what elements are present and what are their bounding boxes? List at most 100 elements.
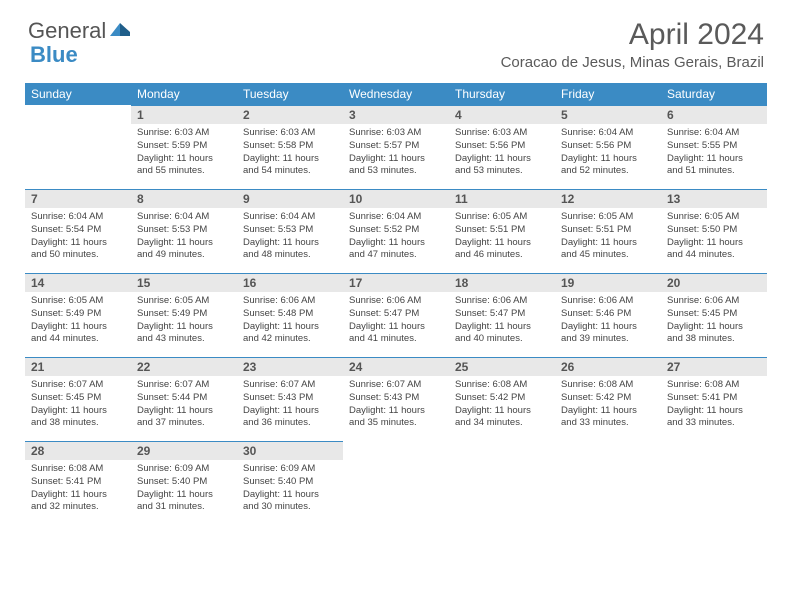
day-details: Sunrise: 6:03 AMSunset: 5:59 PMDaylight:… xyxy=(131,124,237,182)
day-details: Sunrise: 6:07 AMSunset: 5:43 PMDaylight:… xyxy=(237,376,343,434)
sunrise-line: Sunrise: 6:06 AM xyxy=(349,295,443,308)
daylight-line: Daylight: 11 hours xyxy=(561,405,655,418)
sunrise-line: Sunrise: 6:03 AM xyxy=(349,127,443,140)
day-details: Sunrise: 6:08 AMSunset: 5:42 PMDaylight:… xyxy=(555,376,661,434)
sunrise-line: Sunrise: 6:03 AM xyxy=(455,127,549,140)
daylight-line2: and 50 minutes. xyxy=(31,249,125,262)
day-number: 14 xyxy=(25,273,131,292)
calendar-day-cell xyxy=(343,441,449,525)
calendar-day-cell: 17Sunrise: 6:06 AMSunset: 5:47 PMDayligh… xyxy=(343,273,449,357)
day-details: Sunrise: 6:04 AMSunset: 5:53 PMDaylight:… xyxy=(131,208,237,266)
daylight-line: Daylight: 11 hours xyxy=(667,321,761,334)
daylight-line: Daylight: 11 hours xyxy=(31,321,125,334)
daylight-line2: and 43 minutes. xyxy=(137,333,231,346)
daylight-line2: and 53 minutes. xyxy=(455,165,549,178)
sunset-line: Sunset: 5:47 PM xyxy=(455,308,549,321)
calendar-day-cell: 4Sunrise: 6:03 AMSunset: 5:56 PMDaylight… xyxy=(449,105,555,189)
calendar-day-cell: 10Sunrise: 6:04 AMSunset: 5:52 PMDayligh… xyxy=(343,189,449,273)
daylight-line: Daylight: 11 hours xyxy=(667,237,761,250)
daylight-line: Daylight: 11 hours xyxy=(243,321,337,334)
day-details: Sunrise: 6:06 AMSunset: 5:47 PMDaylight:… xyxy=(449,292,555,350)
sunset-line: Sunset: 5:57 PM xyxy=(349,140,443,153)
daylight-line2: and 38 minutes. xyxy=(31,417,125,430)
daylight-line: Daylight: 11 hours xyxy=(243,153,337,166)
day-number: 6 xyxy=(661,105,767,124)
sunset-line: Sunset: 5:52 PM xyxy=(349,224,443,237)
day-number: 11 xyxy=(449,189,555,208)
calendar-day-cell: 16Sunrise: 6:06 AMSunset: 5:48 PMDayligh… xyxy=(237,273,343,357)
day-number: 13 xyxy=(661,189,767,208)
sunset-line: Sunset: 5:45 PM xyxy=(31,392,125,405)
day-number: 21 xyxy=(25,357,131,376)
day-number: 24 xyxy=(343,357,449,376)
daylight-line: Daylight: 11 hours xyxy=(137,489,231,502)
day-number: 5 xyxy=(555,105,661,124)
sunset-line: Sunset: 5:47 PM xyxy=(349,308,443,321)
daylight-line: Daylight: 11 hours xyxy=(561,321,655,334)
sunrise-line: Sunrise: 6:07 AM xyxy=(137,379,231,392)
day-number: 10 xyxy=(343,189,449,208)
day-details: Sunrise: 6:07 AMSunset: 5:45 PMDaylight:… xyxy=(25,376,131,434)
daylight-line: Daylight: 11 hours xyxy=(561,237,655,250)
day-details: Sunrise: 6:04 AMSunset: 5:54 PMDaylight:… xyxy=(25,208,131,266)
day-details: Sunrise: 6:04 AMSunset: 5:53 PMDaylight:… xyxy=(237,208,343,266)
day-details: Sunrise: 6:09 AMSunset: 5:40 PMDaylight:… xyxy=(131,460,237,518)
day-details: Sunrise: 6:08 AMSunset: 5:42 PMDaylight:… xyxy=(449,376,555,434)
sunrise-line: Sunrise: 6:05 AM xyxy=(561,211,655,224)
daylight-line: Daylight: 11 hours xyxy=(243,489,337,502)
sunset-line: Sunset: 5:50 PM xyxy=(667,224,761,237)
daylight-line2: and 54 minutes. xyxy=(243,165,337,178)
day-number: 27 xyxy=(661,357,767,376)
daylight-line2: and 49 minutes. xyxy=(137,249,231,262)
day-number: 16 xyxy=(237,273,343,292)
daylight-line2: and 52 minutes. xyxy=(561,165,655,178)
calendar-day-cell: 18Sunrise: 6:06 AMSunset: 5:47 PMDayligh… xyxy=(449,273,555,357)
day-details: Sunrise: 6:05 AMSunset: 5:50 PMDaylight:… xyxy=(661,208,767,266)
daylight-line2: and 53 minutes. xyxy=(349,165,443,178)
calendar-day-cell: 15Sunrise: 6:05 AMSunset: 5:49 PMDayligh… xyxy=(131,273,237,357)
daylight-line2: and 35 minutes. xyxy=(349,417,443,430)
weekday-header: Thursday xyxy=(449,83,555,105)
daylight-line: Daylight: 11 hours xyxy=(561,153,655,166)
calendar-day-cell: 1Sunrise: 6:03 AMSunset: 5:59 PMDaylight… xyxy=(131,105,237,189)
calendar-day-cell: 19Sunrise: 6:06 AMSunset: 5:46 PMDayligh… xyxy=(555,273,661,357)
weekday-header: Tuesday xyxy=(237,83,343,105)
day-number: 15 xyxy=(131,273,237,292)
day-number: 28 xyxy=(25,441,131,460)
sunset-line: Sunset: 5:49 PM xyxy=(31,308,125,321)
day-details: Sunrise: 6:06 AMSunset: 5:48 PMDaylight:… xyxy=(237,292,343,350)
calendar-day-cell: 23Sunrise: 6:07 AMSunset: 5:43 PMDayligh… xyxy=(237,357,343,441)
calendar-day-cell xyxy=(449,441,555,525)
calendar-week-row: 28Sunrise: 6:08 AMSunset: 5:41 PMDayligh… xyxy=(25,441,767,525)
day-details: Sunrise: 6:05 AMSunset: 5:49 PMDaylight:… xyxy=(25,292,131,350)
sunrise-line: Sunrise: 6:07 AM xyxy=(349,379,443,392)
logo-mark-icon xyxy=(110,20,132,43)
sunrise-line: Sunrise: 6:08 AM xyxy=(455,379,549,392)
sunrise-line: Sunrise: 6:04 AM xyxy=(667,127,761,140)
day-details: Sunrise: 6:04 AMSunset: 5:55 PMDaylight:… xyxy=(661,124,767,182)
daylight-line2: and 32 minutes. xyxy=(31,501,125,514)
day-number: 29 xyxy=(131,441,237,460)
day-number: 4 xyxy=(449,105,555,124)
daylight-line: Daylight: 11 hours xyxy=(137,405,231,418)
daylight-line2: and 45 minutes. xyxy=(561,249,655,262)
daylight-line: Daylight: 11 hours xyxy=(455,321,549,334)
daylight-line2: and 33 minutes. xyxy=(667,417,761,430)
sunset-line: Sunset: 5:41 PM xyxy=(31,476,125,489)
day-number: 26 xyxy=(555,357,661,376)
calendar-day-cell: 30Sunrise: 6:09 AMSunset: 5:40 PMDayligh… xyxy=(237,441,343,525)
calendar-week-row: 21Sunrise: 6:07 AMSunset: 5:45 PMDayligh… xyxy=(25,357,767,441)
day-details: Sunrise: 6:06 AMSunset: 5:47 PMDaylight:… xyxy=(343,292,449,350)
header: General April 2024 Coracao de Jesus, Min… xyxy=(0,0,792,77)
sunrise-line: Sunrise: 6:04 AM xyxy=(561,127,655,140)
calendar-week-row: 1Sunrise: 6:03 AMSunset: 5:59 PMDaylight… xyxy=(25,105,767,189)
day-number: 2 xyxy=(237,105,343,124)
calendar-day-cell: 24Sunrise: 6:07 AMSunset: 5:43 PMDayligh… xyxy=(343,357,449,441)
sunrise-line: Sunrise: 6:04 AM xyxy=(137,211,231,224)
daylight-line: Daylight: 11 hours xyxy=(137,153,231,166)
weekday-header: Monday xyxy=(131,83,237,105)
daylight-line: Daylight: 11 hours xyxy=(455,405,549,418)
calendar-day-cell: 6Sunrise: 6:04 AMSunset: 5:55 PMDaylight… xyxy=(661,105,767,189)
sunset-line: Sunset: 5:58 PM xyxy=(243,140,337,153)
sunrise-line: Sunrise: 6:09 AM xyxy=(137,463,231,476)
